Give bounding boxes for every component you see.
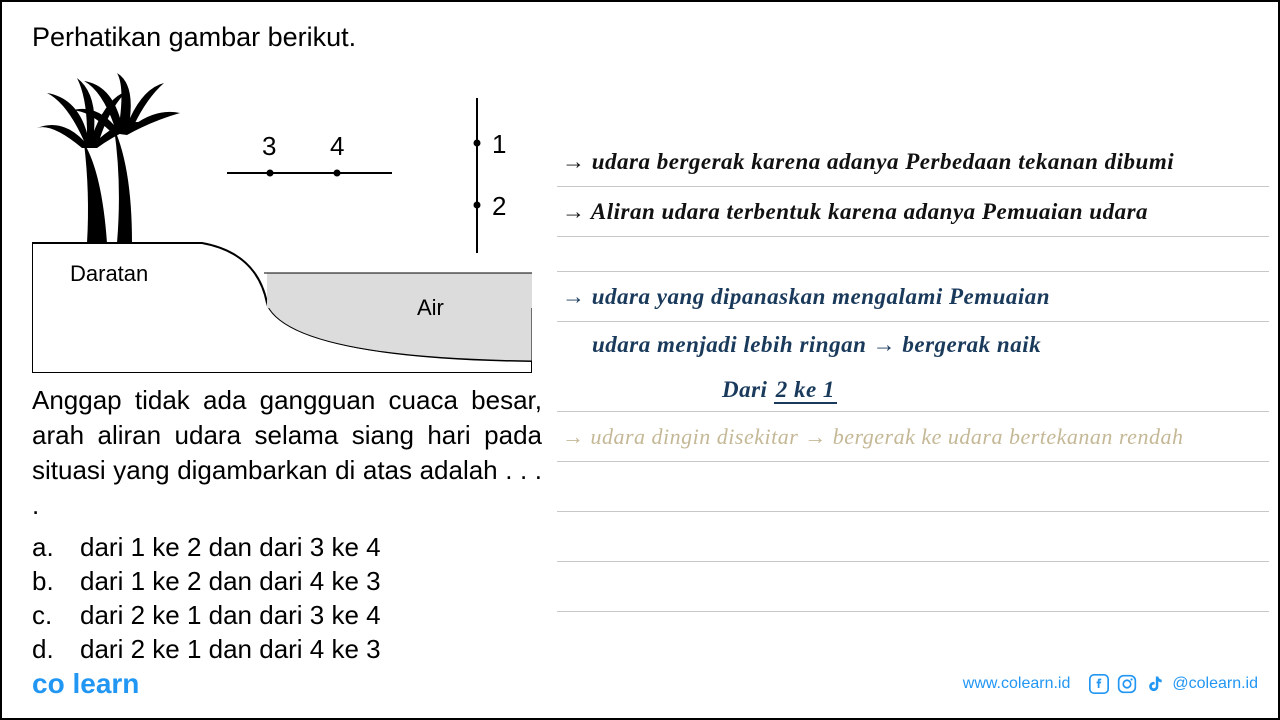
diagram: 3 4 1 2 Daratan Air bbox=[32, 73, 532, 373]
option-b-letter: b. bbox=[32, 565, 80, 599]
option-a-letter: a. bbox=[32, 531, 80, 565]
note-5: → udara dingin disekitar → bergerak ke u… bbox=[562, 424, 1183, 450]
note-line-3: → udara yang dipanaskan mengalami Pemuai… bbox=[557, 272, 1269, 322]
label-2: 2 bbox=[492, 191, 506, 222]
option-c: c. dari 2 ke 1 dan dari 3 ke 4 bbox=[32, 599, 542, 633]
option-d-letter: d. bbox=[32, 633, 80, 667]
footer-right: www.colearn.id @colearn.id bbox=[963, 673, 1258, 695]
note-line-empty2 bbox=[557, 512, 1269, 562]
note-4b-mid: 2 ke 1 bbox=[774, 377, 837, 404]
tiktok-icon bbox=[1144, 673, 1166, 695]
note-4b: Dari 2 ke 1 bbox=[562, 377, 837, 403]
note-line-4a: udara menjadi lebih ringan → bergerak na… bbox=[557, 322, 1269, 368]
note-line-empty3 bbox=[557, 562, 1269, 612]
brand-logo: co learn bbox=[32, 668, 139, 700]
question-text: Anggap tidak ada gangguan cuaca besar, a… bbox=[32, 383, 542, 523]
footer-url: www.colearn.id bbox=[963, 675, 1071, 693]
note-line-1: → udara bergerak karena adanya Perbedaan… bbox=[557, 137, 1269, 187]
note-2: → Aliran udara terbentuk karena adanya P… bbox=[562, 199, 1148, 225]
note-line-2: → Aliran udara terbentuk karena adanya P… bbox=[557, 187, 1269, 237]
option-a: a. dari 1 ke 2 dan dari 3 ke 4 bbox=[32, 531, 542, 565]
logo-co: co bbox=[32, 668, 65, 699]
note-line-empty1 bbox=[557, 462, 1269, 512]
instagram-icon bbox=[1116, 673, 1138, 695]
label-land: Daratan bbox=[70, 261, 148, 287]
label-1: 1 bbox=[492, 129, 506, 160]
note-4a: udara menjadi lebih ringan → bergerak na… bbox=[562, 332, 1041, 358]
options-list: a. dari 1 ke 2 dan dari 3 ke 4 b. dari 1… bbox=[32, 531, 542, 666]
option-a-text: dari 1 ke 2 dan dari 3 ke 4 bbox=[80, 531, 381, 565]
left-panel: Perhatikan gambar berikut. bbox=[32, 22, 542, 667]
note-1: → udara bergerak karena adanya Perbedaan… bbox=[562, 149, 1174, 175]
notes-panel: → udara bergerak karena adanya Perbedaan… bbox=[557, 137, 1269, 612]
label-4: 4 bbox=[330, 131, 344, 162]
option-c-letter: c. bbox=[32, 599, 80, 633]
footer: co learn www.colearn.id @colearn.id bbox=[32, 668, 1258, 700]
label-3: 3 bbox=[262, 131, 276, 162]
option-d-text: dari 2 ke 1 dan dari 4 ke 3 bbox=[80, 633, 381, 667]
note-line-gap bbox=[557, 237, 1269, 272]
note-line-4b: Dari 2 ke 1 bbox=[557, 368, 1269, 412]
diagram-svg bbox=[32, 73, 532, 373]
label-water: Air bbox=[417, 295, 444, 321]
note-3: → udara yang dipanaskan mengalami Pemuai… bbox=[562, 284, 1050, 310]
option-b: b. dari 1 ke 2 dan dari 4 ke 3 bbox=[32, 565, 542, 599]
social-handle: @colearn.id bbox=[1172, 675, 1258, 693]
note-line-5: → udara dingin disekitar → bergerak ke u… bbox=[557, 412, 1269, 462]
instruction-title: Perhatikan gambar berikut. bbox=[32, 22, 542, 53]
note-4b-pre: Dari bbox=[722, 377, 774, 402]
option-c-text: dari 2 ke 1 dan dari 3 ke 4 bbox=[80, 599, 381, 633]
facebook-icon bbox=[1088, 673, 1110, 695]
social-group: @colearn.id bbox=[1088, 673, 1258, 695]
logo-learn: learn bbox=[72, 668, 139, 699]
option-d: d. dari 2 ke 1 dan dari 4 ke 3 bbox=[32, 633, 542, 667]
option-b-text: dari 1 ke 2 dan dari 4 ke 3 bbox=[80, 565, 381, 599]
